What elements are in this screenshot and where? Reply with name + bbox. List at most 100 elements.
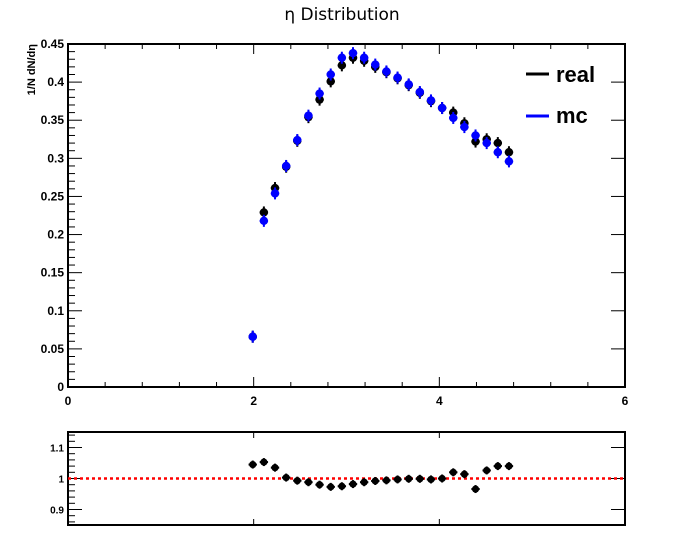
data-marker xyxy=(415,87,425,97)
ratio-marker xyxy=(505,462,513,470)
x-tick-label: 6 xyxy=(622,394,629,408)
data-point-mc xyxy=(504,155,514,168)
data-point-mc xyxy=(449,111,458,124)
data-marker xyxy=(326,77,335,86)
chart-title: η Distribution xyxy=(284,5,399,25)
data-marker xyxy=(426,96,436,105)
ratio-point xyxy=(404,474,413,483)
data-marker xyxy=(281,161,291,171)
ratio-point xyxy=(493,462,502,471)
x-tick-label: 0 xyxy=(65,394,72,408)
data-point-mc xyxy=(371,58,380,71)
ratio-point xyxy=(371,476,380,485)
legend-real-label: real xyxy=(556,62,595,87)
data-marker xyxy=(393,73,402,82)
y-tick-label: 0.1 xyxy=(47,304,64,318)
ratio-point xyxy=(504,462,514,471)
ratio-marker xyxy=(315,481,324,489)
ratio-y-tick-label: 1 xyxy=(58,475,64,486)
data-marker xyxy=(449,113,458,123)
ratio-point xyxy=(382,476,391,485)
data-marker xyxy=(471,131,480,140)
y-tick-label: 0.3 xyxy=(47,151,64,165)
x-tick-label: 2 xyxy=(250,394,257,408)
y-tick-label: 0.05 xyxy=(41,342,65,356)
ratio-point xyxy=(248,460,257,469)
y-axis-label: 1/N dN/dη xyxy=(26,44,38,96)
ratio-point xyxy=(270,463,280,472)
data-point-mc xyxy=(348,47,358,60)
ratio-marker xyxy=(460,470,468,478)
data-marker xyxy=(348,48,358,58)
ratio-marker xyxy=(393,475,402,484)
ratio-marker xyxy=(427,475,435,484)
main-plot-frame xyxy=(67,43,626,388)
ratio-marker xyxy=(382,476,391,484)
y-tick-label: 0.25 xyxy=(41,189,65,203)
y-tick-label: 0 xyxy=(57,380,64,394)
data-point-mc xyxy=(270,187,280,200)
data-point-mc xyxy=(493,146,503,159)
ratio-point xyxy=(281,473,291,482)
data-point-mc xyxy=(281,159,291,172)
data-marker xyxy=(371,60,380,69)
data-marker xyxy=(471,137,480,146)
data-marker xyxy=(504,148,514,157)
ratio-marker xyxy=(249,460,257,469)
ratio-marker xyxy=(338,482,346,490)
data-point-mc xyxy=(315,87,324,100)
ratio-point xyxy=(337,482,347,491)
ratio-marker xyxy=(293,477,301,485)
data-marker xyxy=(270,189,280,198)
ratio-y-tick-label: 0.9 xyxy=(50,506,64,517)
ratio-point xyxy=(359,478,369,487)
ratio-point xyxy=(437,474,447,483)
data-marker xyxy=(437,103,447,113)
data-marker xyxy=(482,138,491,148)
data-point-mc xyxy=(460,121,469,134)
ratio-data-points xyxy=(248,458,514,494)
data-marker xyxy=(315,89,324,98)
x-tick-label: 4 xyxy=(436,394,443,408)
data-point-mc xyxy=(359,51,369,64)
y-tick-label: 0.2 xyxy=(47,228,64,242)
ratio-point xyxy=(304,478,313,487)
y-tick-label: 0.4 xyxy=(47,75,64,89)
ratio-marker xyxy=(282,473,290,482)
y-tick-label: 0.35 xyxy=(41,113,65,127)
data-marker xyxy=(315,95,324,104)
data-marker xyxy=(304,111,313,120)
ratio-marker xyxy=(327,483,335,491)
data-marker xyxy=(404,80,413,89)
data-point-mc xyxy=(471,129,480,142)
ratio-marker xyxy=(494,462,502,470)
y-tick-label: 0.15 xyxy=(41,266,65,280)
ratio-marker xyxy=(304,478,313,486)
ratio-point xyxy=(460,470,469,479)
ratio-marker xyxy=(349,480,357,488)
data-point-mc xyxy=(437,102,447,115)
ratio-marker xyxy=(260,458,268,466)
ratio-point xyxy=(482,466,491,475)
main-data-points xyxy=(248,47,514,343)
ratio-point xyxy=(471,485,480,494)
data-marker xyxy=(337,53,347,62)
data-marker xyxy=(359,53,369,62)
ratio-marker xyxy=(438,474,446,483)
ratio-marker xyxy=(360,478,368,486)
data-marker xyxy=(326,70,335,79)
ratio-point xyxy=(348,480,358,489)
ratio-point xyxy=(415,474,425,483)
ratio-marker xyxy=(483,466,491,475)
ratio-marker xyxy=(271,464,279,472)
data-point-mc xyxy=(304,109,313,122)
data-point-mc xyxy=(393,71,402,84)
ratio-point xyxy=(315,480,324,489)
data-marker xyxy=(493,148,503,157)
data-point-mc xyxy=(482,137,491,150)
data-point-mc xyxy=(415,86,425,99)
data-marker xyxy=(259,208,269,217)
ratio-point xyxy=(426,475,436,484)
